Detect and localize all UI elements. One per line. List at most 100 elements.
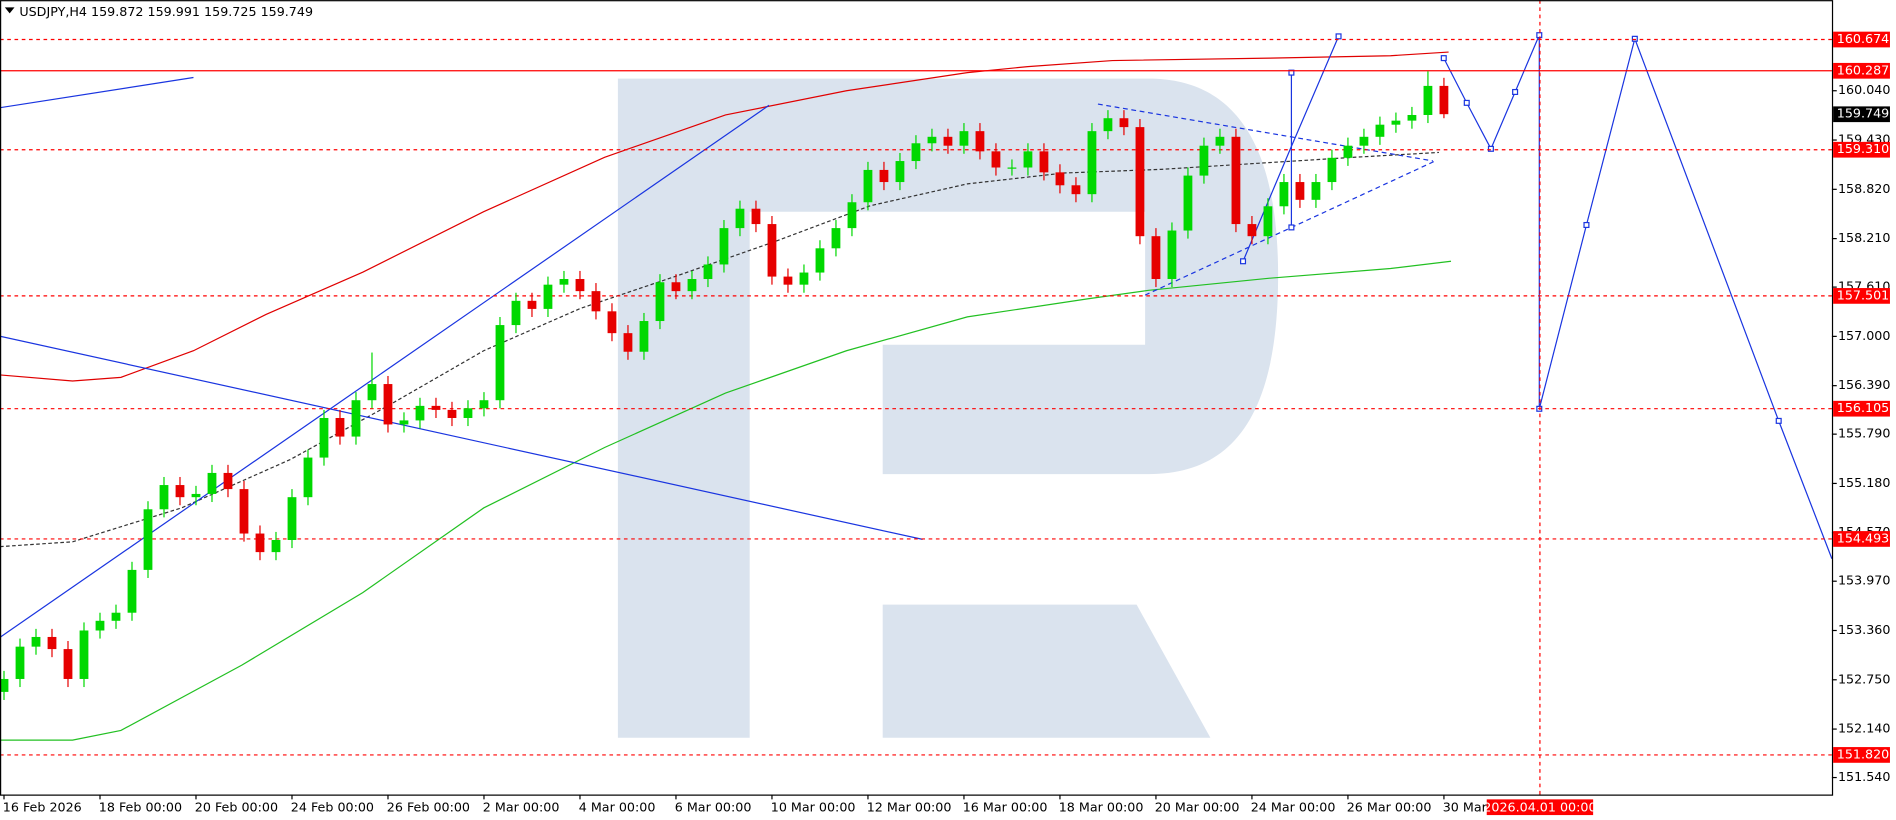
level-label-box: [1833, 31, 1890, 48]
candle-body: [223, 472, 233, 490]
candle-body: [239, 489, 249, 534]
ohlc-high: 159.991: [148, 4, 200, 19]
candle-body: [1279, 182, 1289, 207]
marker: [1536, 32, 1543, 39]
candle-body: [943, 136, 953, 146]
moving-average-red: [0, 51, 1449, 382]
candle-body: [63, 649, 73, 679]
crosshair-label: 2026.04.01 00:00: [1483, 799, 1596, 814]
level-label: 154.493: [1837, 530, 1889, 545]
menu-triangle: [4, 7, 15, 14]
candle-body: [1295, 182, 1305, 200]
level-label: 157.501: [1837, 287, 1889, 302]
candle-body: [623, 333, 633, 352]
candle-body: [143, 509, 153, 570]
candle-body: [495, 325, 505, 401]
marker: [1631, 35, 1638, 42]
candle-body: [1007, 167, 1017, 169]
level-label-box: [1833, 62, 1890, 79]
candle-body: [95, 620, 105, 631]
candle-body: [175, 485, 185, 498]
candle-body: [527, 300, 537, 309]
x-tick-label: 18 Mar 00:00: [1059, 799, 1144, 814]
candle-body: [31, 636, 41, 647]
candle-body: [847, 202, 857, 229]
forecast-line: [1443, 34, 1833, 559]
level-label: 151.820: [1837, 746, 1889, 761]
candle-body: [1423, 85, 1433, 115]
candle-body: [1439, 85, 1449, 115]
candle-body: [815, 248, 825, 273]
candle-body: [191, 493, 201, 498]
y-tick-label: 153.970: [1838, 573, 1890, 588]
candle-body: [543, 284, 553, 309]
ohlc-close: 159.749: [261, 4, 313, 19]
candle-body: [1055, 172, 1065, 186]
candle-body: [1119, 118, 1129, 128]
watermark-leg: [882, 604, 1211, 738]
candle-body: [1199, 145, 1209, 176]
x-tick-label: 20 Feb 00:00: [195, 799, 278, 814]
x-tick-label: 16 Mar 00:00: [963, 799, 1048, 814]
marker: [1240, 258, 1247, 265]
y-tick-label: 155.180: [1838, 475, 1890, 490]
trend-line: [0, 104, 770, 638]
marker: [1512, 88, 1519, 96]
x-tick-label: 6 Mar 00:00: [675, 799, 752, 814]
candle-body: [431, 405, 441, 410]
candle-body: [1023, 151, 1033, 168]
candle-body: [1215, 136, 1225, 146]
candle-body: [79, 630, 89, 679]
trend-line: [0, 335, 923, 540]
candle-body: [751, 208, 761, 225]
candle-body: [831, 228, 841, 249]
candle-body: [399, 420, 409, 425]
marker: [1288, 224, 1295, 231]
level-label: 156.105: [1837, 400, 1889, 415]
x-tick-label: 20 Mar 00:00: [1155, 799, 1240, 814]
candle-body: [287, 497, 297, 540]
candle-body: [207, 472, 217, 494]
level-label: 159.310: [1837, 141, 1889, 156]
x-tick-label: 10 Mar 00:00: [771, 799, 856, 814]
y-tick-label: 152.750: [1838, 671, 1890, 686]
x-tick-label: 26 Feb 00:00: [387, 799, 470, 814]
x-tick-label: 18 Feb 00:00: [99, 799, 182, 814]
level-label-box: [1833, 531, 1890, 547]
candle-body: [863, 169, 873, 203]
candle-body: [1071, 185, 1081, 195]
marker: [1335, 33, 1342, 40]
level-label-box: [1833, 747, 1890, 763]
candle-body: [15, 646, 25, 679]
candle-body: [447, 409, 457, 418]
candle-body: [975, 131, 985, 152]
candle-body: [1247, 224, 1257, 237]
y-tick-label: 158.210: [1838, 230, 1890, 245]
candle-body: [127, 569, 137, 613]
candle-body: [1087, 131, 1097, 195]
level-label-box: [1833, 288, 1890, 304]
marker: [1583, 221, 1590, 229]
candle-body: [991, 151, 1001, 168]
y-tick-label: 155.790: [1838, 426, 1890, 441]
candle-body: [1039, 151, 1049, 173]
crosshair-label-box: [1486, 799, 1594, 816]
candle-body: [47, 636, 57, 650]
candle-body: [111, 612, 121, 621]
trend-line: [0, 76, 194, 109]
candle-body: [703, 264, 713, 280]
watermark: [617, 78, 1279, 738]
candle-body: [1167, 230, 1177, 280]
candle-body: [719, 228, 729, 265]
candle-body: [799, 272, 809, 285]
candle-body: [575, 279, 585, 292]
x-tick-label: 2 Mar 00:00: [483, 799, 560, 814]
moving-average-green: [0, 260, 1452, 741]
ohlc-open: 159.872: [91, 4, 143, 19]
x-tick-label: 16 Feb 2026: [3, 799, 82, 814]
candle-body: [591, 291, 601, 312]
y-tick-label: 160.040: [1838, 82, 1890, 97]
candle-body: [159, 485, 169, 510]
